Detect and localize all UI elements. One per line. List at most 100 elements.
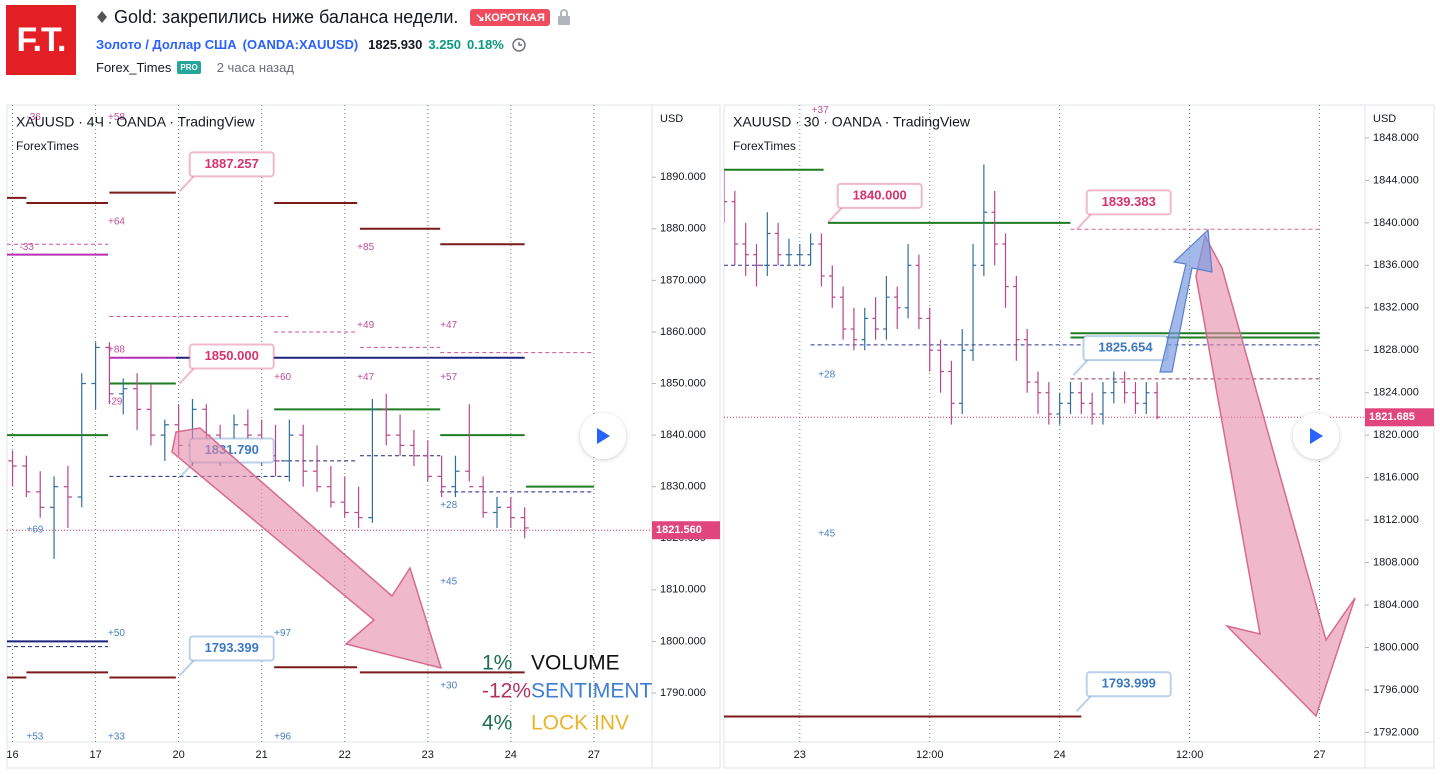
- callout-box: [1085, 671, 1172, 698]
- y-tick-label: 1792.000: [1373, 726, 1419, 738]
- level-note: -29: [108, 397, 123, 408]
- indicator-box: 1% VOLUME -12% SENTIMENT 4% LOCK INV: [482, 652, 653, 735]
- y-tick-label: 1870.000: [660, 274, 706, 286]
- play-button[interactable]: [1293, 413, 1339, 459]
- level-note: +28: [440, 500, 457, 511]
- level-note: +47: [357, 372, 374, 383]
- change: 3.250: [428, 36, 461, 52]
- level-note: +47: [440, 320, 457, 331]
- y-tick-label: 1796.000: [1373, 684, 1419, 696]
- last-price-tag: [652, 521, 720, 540]
- level-note: +53: [26, 731, 43, 742]
- callout-pointer: [1075, 213, 1092, 231]
- axes: 16 17 20 21 22 23 24 27 1890.000 1880.000 1870.000…: [6, 113, 1434, 761]
- level-note: -36: [26, 112, 41, 123]
- y-tick-label: 1808.000: [1373, 556, 1419, 568]
- author[interactable]: Forex_Times: [96, 59, 172, 75]
- indicator-label: VOLUME: [531, 652, 620, 675]
- logo[interactable]: F.T.: [6, 5, 76, 75]
- symbol-ticker[interactable]: (OANDA:XAUUSD): [242, 36, 359, 52]
- level-note: +64: [108, 217, 125, 228]
- callout-box: [836, 182, 923, 209]
- level-note: +45: [818, 529, 835, 540]
- arrow: [1159, 228, 1213, 373]
- callout-label: 1839.383: [1102, 194, 1156, 209]
- indicator-pct: 4%: [482, 712, 512, 735]
- x-tick-label: 24: [1054, 749, 1066, 761]
- title-row: Gold: закрепились ниже баланса недели. ↘…: [96, 5, 572, 29]
- y-tick-label: 1790.000: [660, 687, 706, 699]
- callout-box: [1085, 189, 1172, 216]
- level-note: +96: [274, 731, 291, 742]
- y-tick-label: 1820.000: [1373, 429, 1419, 441]
- x-tick-label: 16: [6, 749, 18, 761]
- chart-source: ForexTimes: [733, 139, 796, 153]
- level-note: +28: [818, 369, 835, 380]
- indicator-pct: -12%: [482, 680, 531, 703]
- level-note: +88: [108, 345, 125, 356]
- x-tick-label: 22: [339, 749, 351, 761]
- chart-title: XAUUSD · 4Ч · OANDA · TradingView: [16, 114, 255, 130]
- y-tick-label: 1828.000: [1373, 344, 1419, 356]
- last-price-label: 1821.560: [656, 524, 702, 536]
- callout-pointer: [178, 367, 195, 385]
- level-note: +49: [357, 320, 374, 331]
- callout-box: [188, 151, 275, 178]
- y-tick-label: 1840.000: [660, 429, 706, 441]
- y-tick-label: 1812.000: [1373, 514, 1419, 526]
- y-tick-label: 1848.000: [1373, 132, 1419, 144]
- chart-title: XAUUSD · 30 · OANDA · TradingView: [733, 114, 971, 130]
- lock-icon: [557, 9, 570, 25]
- callout-pointer: [178, 175, 195, 193]
- level-note: -33: [19, 242, 34, 253]
- y-tick-label: 1810.000: [660, 584, 706, 596]
- y-tick-label: 1832.000: [1373, 302, 1419, 314]
- chart-source: ForexTimes: [16, 139, 79, 153]
- x-tick-label: 12:00: [1176, 749, 1204, 761]
- symbol-row: Золото / Доллар США (OANDA:XAUUSD) 1825.…: [96, 34, 530, 54]
- sort-icon: [97, 11, 107, 23]
- author-row: Forex_Times PRO 2 часа назад: [96, 57, 294, 77]
- level-note: +33: [108, 731, 125, 742]
- level-note: +85: [357, 242, 374, 253]
- symbol-name[interactable]: Золото / Доллар США: [96, 36, 237, 52]
- last-price-label: 1821.685: [1369, 411, 1415, 423]
- arrow: [1195, 233, 1356, 718]
- level-note: +37: [812, 105, 829, 116]
- x-tick-label: 27: [588, 749, 600, 761]
- level-note: +69: [26, 525, 43, 536]
- callout-label: 1840.000: [853, 187, 907, 202]
- callout-pointer: [1075, 695, 1092, 712]
- y-tick-label: 1800.000: [1373, 641, 1419, 653]
- callout-label: 1793.999: [1102, 676, 1156, 691]
- callout-label: 1825.654: [1098, 340, 1153, 355]
- play-icon[interactable]: [1310, 428, 1323, 444]
- level-note: +45: [440, 577, 457, 588]
- published-time: 2 часа назад: [216, 59, 294, 75]
- x-tick-label: 27: [1313, 749, 1325, 761]
- play-button[interactable]: [580, 413, 626, 459]
- y-tick-label: 1830.000: [660, 481, 706, 493]
- change-pct: 0.18%: [466, 36, 504, 52]
- y-tick-label: 1844.000: [1373, 174, 1419, 186]
- y-tick-label: 1816.000: [1373, 472, 1419, 484]
- callout-label: 1793.399: [205, 640, 259, 655]
- idea-title: Gold: закрепились ниже баланса недели.: [114, 6, 459, 27]
- indicator-label: SENTIMENT: [531, 680, 653, 703]
- indicator-pct: 1%: [482, 652, 512, 675]
- alarm-icon[interactable]: [510, 35, 530, 53]
- play-icon[interactable]: [597, 428, 610, 444]
- x-tick-label: 17: [89, 749, 101, 761]
- y-tick-label: 1824.000: [1373, 387, 1419, 399]
- level-note: +58: [108, 112, 125, 123]
- y-tick-label: 1800.000: [660, 635, 706, 647]
- level-note: +50: [108, 628, 125, 639]
- direction-badge: ↘КОРОТКАЯ: [470, 8, 550, 26]
- callout-box: [188, 635, 275, 662]
- y-tick-label: 1836.000: [1373, 259, 1419, 271]
- x-tick-label: 24: [505, 749, 517, 761]
- x-tick-label: 12:00: [916, 749, 944, 761]
